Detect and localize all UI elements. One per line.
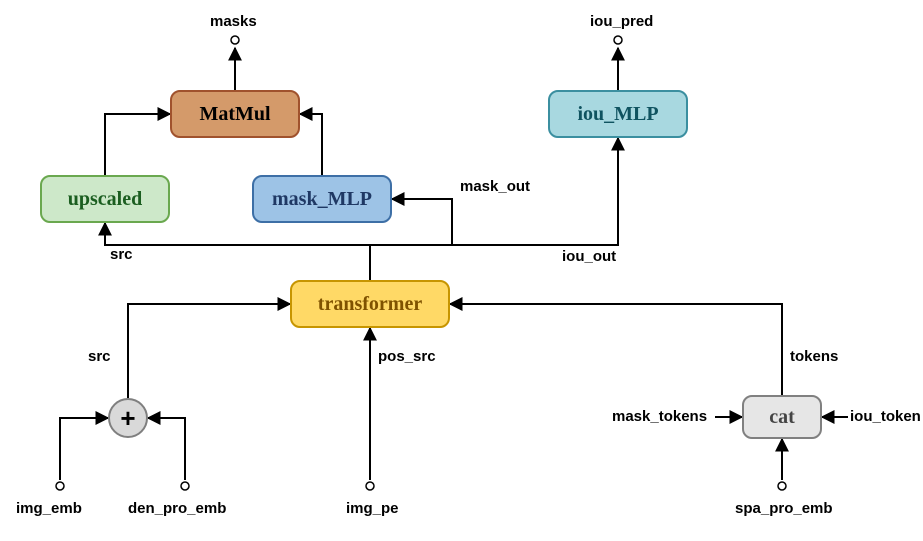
node-plus-label: + [120, 403, 135, 434]
label-pos-src: pos_src [378, 348, 436, 365]
node-transformer-label: transformer [318, 293, 422, 316]
node-cat: cat [742, 395, 822, 439]
label-masks: masks [210, 13, 257, 30]
node-upscaled-label: upscaled [68, 188, 142, 211]
node-transformer: transformer [290, 280, 450, 328]
label-mask-out: mask_out [460, 178, 530, 195]
diagram-edges [0, 0, 923, 541]
label-mask-tokens: mask_tokens [612, 408, 707, 425]
node-matmul: MatMul [170, 90, 300, 138]
label-src-top: src [110, 246, 133, 263]
label-iou-pred: iou_pred [590, 13, 653, 30]
label-spa-pro-emb: spa_pro_emb [735, 500, 833, 517]
label-img-emb: img_emb [16, 500, 82, 517]
label-den-pro-emb: den_pro_emb [128, 500, 226, 517]
node-iou-mlp-label: iou_MLP [577, 103, 658, 126]
node-upscaled: upscaled [40, 175, 170, 223]
label-img-pe: img_pe [346, 500, 399, 517]
label-src-left: src [88, 348, 111, 365]
node-matmul-label: MatMul [199, 103, 270, 126]
node-iou-mlp: iou_MLP [548, 90, 688, 138]
node-mask-mlp-label: mask_MLP [272, 188, 372, 211]
node-mask-mlp: mask_MLP [252, 175, 392, 223]
node-cat-label: cat [769, 406, 795, 429]
label-iou-out: iou_out [562, 248, 616, 265]
label-tokens: tokens [790, 348, 838, 365]
node-plus: + [108, 398, 148, 438]
label-iou-token: iou_token [850, 408, 921, 425]
